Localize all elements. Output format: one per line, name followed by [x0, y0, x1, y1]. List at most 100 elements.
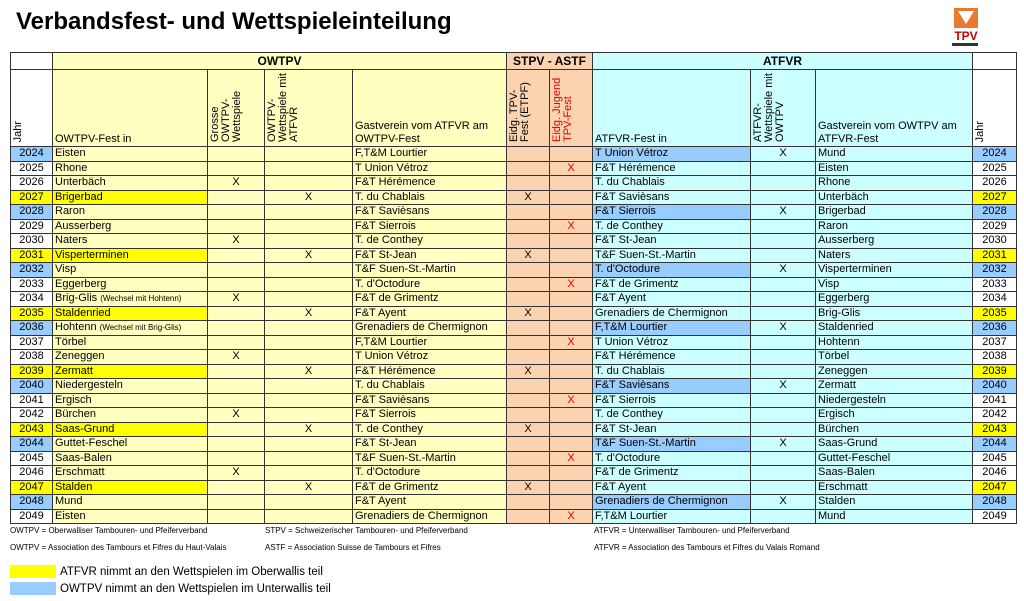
cell: X: [207, 233, 265, 249]
cell: T Union Vétroz: [352, 349, 507, 365]
cell: Raron: [815, 218, 973, 234]
table-row: 2036 Hohtenn (Wechsel mit Brig-Glis) Grena…: [10, 320, 1017, 336]
cell: X: [506, 189, 550, 205]
cell: X: [506, 247, 550, 263]
year-cell: 2029: [972, 218, 1017, 234]
cell: [549, 363, 593, 379]
year-cell: 2026: [10, 175, 53, 191]
cell: X: [207, 349, 265, 365]
cell: T. d'Octodure: [592, 450, 751, 466]
cell: X: [207, 291, 265, 307]
cell: Eisten: [52, 508, 208, 524]
cell: [264, 233, 353, 249]
cell: F&T Savièsans: [592, 378, 751, 394]
year-cell: 2049: [972, 508, 1017, 524]
year-cell: 2040: [972, 378, 1017, 394]
cell: Grenadiers de Chermignon: [352, 320, 507, 336]
cell: F&T Ayent: [592, 479, 751, 495]
blank: [10, 52, 53, 70]
cell: [207, 305, 265, 321]
column-header: ATFVR-Wettspiele mit OWTPV: [750, 69, 816, 147]
cell: Niedergesteln: [52, 378, 208, 394]
cell: Visp: [815, 276, 973, 292]
blank: [972, 52, 1017, 70]
cell: [264, 392, 353, 408]
cell: T Union Vétroz: [352, 160, 507, 176]
cell: Rhone: [52, 160, 208, 176]
cell: T Union Vétroz: [592, 334, 751, 350]
year-cell: 2042: [972, 407, 1017, 423]
cell: Staldenried: [815, 320, 973, 336]
cell: T. de Conthey: [592, 218, 751, 234]
cell: X: [750, 378, 816, 394]
cell: Stalden: [815, 494, 973, 510]
cell: F&T Savièsans: [592, 189, 751, 205]
cell: Saas-Balen: [815, 465, 973, 481]
year-cell: 2043: [10, 421, 53, 437]
footnote: OWTPV = Association des Tambours et Fifr…: [10, 543, 227, 552]
footnote: ATFVR = Association des Tambours et Fifr…: [594, 543, 820, 552]
cell: X: [207, 175, 265, 191]
cell: [207, 146, 265, 162]
cell: Hohtenn (Wechsel mit Brig-Glis): [52, 320, 208, 336]
column-header-text: Grosse OWTPV-Wettspiele: [209, 90, 243, 142]
cell: [750, 450, 816, 466]
cell: F&T Sierrois: [352, 218, 507, 234]
cell: Unterbäch: [815, 189, 973, 205]
cell: Brigerbad: [815, 204, 973, 220]
column-header-text: Jahr: [12, 120, 24, 142]
year-cell: 2034: [10, 291, 53, 307]
cell: F,T&M Lourtier: [592, 508, 751, 524]
column-header-text: OWTPV-Fest in: [55, 133, 132, 145]
column-header: Jahr: [10, 69, 53, 147]
cell: X: [264, 247, 353, 263]
year-cell: 2047: [10, 479, 53, 495]
year-cell: 2046: [10, 465, 53, 481]
cell: F,T&M Lourtier: [352, 334, 507, 350]
cell: [264, 436, 353, 452]
cell: Raron: [52, 204, 208, 220]
column-header: Eidg. Jugend TPV-Fest: [549, 69, 593, 147]
cell: [549, 479, 593, 495]
cell: [506, 494, 550, 510]
cell: Visperterminen: [815, 262, 973, 278]
cell: Zeneggen: [815, 363, 973, 379]
cell: [506, 320, 550, 336]
year-cell: 2030: [10, 233, 53, 249]
cell: [506, 450, 550, 466]
cell: [750, 189, 816, 205]
table-body: 2024 Eisten F,T&M Lourtier T Union Vétroz X M…: [10, 146, 1017, 524]
cell: [506, 233, 550, 249]
cell: [549, 146, 593, 162]
table-row: 2044 Guttet-Feschel F&T St-Jean T&F Suen-St…: [10, 436, 1017, 452]
table-row: 2038 Zeneggen X T Union Vétroz F&T Hérémence…: [10, 349, 1017, 365]
table-row: 2024 Eisten F,T&M Lourtier T Union Vétroz X M…: [10, 146, 1017, 162]
year-cell: 2046: [972, 465, 1017, 481]
cell: [506, 146, 550, 162]
year-cell: 2032: [972, 262, 1017, 278]
cell: [506, 465, 550, 481]
cell: [207, 450, 265, 466]
cell: [750, 421, 816, 437]
legend-swatch: [10, 565, 56, 578]
cell: [207, 392, 265, 408]
year-cell: 2027: [972, 189, 1017, 205]
year-cell: 2035: [10, 305, 53, 321]
year-cell: 2028: [972, 204, 1017, 220]
group-header: ATFVR: [592, 52, 973, 70]
table-row: 2041 Ergisch F&T Savièsans X F&T Sierrois Nie…: [10, 392, 1017, 408]
year-cell: 2033: [972, 276, 1017, 292]
group-header: OWTPV: [52, 52, 507, 70]
table-row: 2048 Mund F&T Ayent Grenadiers de Chermigno…: [10, 494, 1017, 510]
cell: F&T de Grimentz: [352, 291, 507, 307]
legend-entry: OWTPV nimmt an den Wettspielen im Unterw…: [10, 582, 331, 595]
table-row: 2039 Zermatt X F&T Hérémence X T. du Chablais…: [10, 363, 1017, 379]
cell: [264, 450, 353, 466]
footnote: STPV = Schweizerischer Tambouren- und Pf…: [265, 526, 468, 535]
cell: [506, 334, 550, 350]
year-cell: 2041: [10, 392, 53, 408]
cell: X: [207, 465, 265, 481]
cell: [750, 175, 816, 191]
year-cell: 2038: [10, 349, 53, 365]
